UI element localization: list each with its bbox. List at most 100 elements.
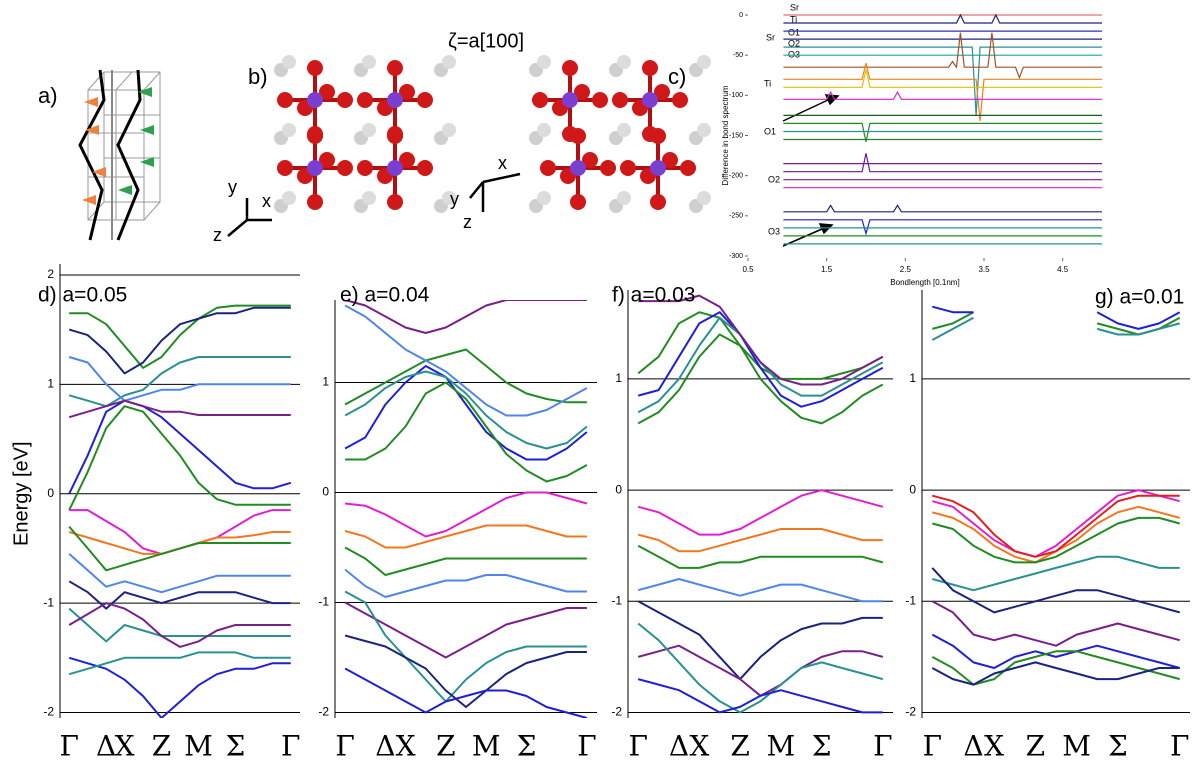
- band-line: [932, 305, 1181, 330]
- x-tick-label: M: [472, 730, 501, 763]
- x-tick-label: Γ: [1170, 730, 1189, 763]
- x-tick-label: Γ: [60, 730, 79, 763]
- strontium-atom: [537, 191, 551, 205]
- band-line: [68, 656, 291, 718]
- y-tick-label: -250: [729, 213, 743, 220]
- chain-line: [116, 69, 142, 241]
- arrow-head: [818, 223, 834, 235]
- oxygen-atom: [662, 152, 678, 168]
- x-tick-label: Z: [1026, 730, 1045, 763]
- x-tick-label: Δ: [375, 730, 395, 763]
- oxygen-atom: [307, 60, 323, 76]
- oxygen-atom: [337, 92, 353, 108]
- spectrum-line: [783, 63, 1102, 122]
- band-line: [637, 528, 883, 553]
- x-tick-label: Σ: [1108, 730, 1128, 763]
- spectrum-line: [783, 122, 1102, 143]
- band-line: [932, 555, 1180, 592]
- x-tick-label: Γ: [335, 730, 354, 763]
- y-tick-label: -200: [729, 173, 743, 180]
- x-tick-label: 1.5: [821, 265, 833, 274]
- band-line: [345, 381, 588, 483]
- band-line: [637, 333, 884, 425]
- axis-letter: x: [498, 153, 507, 173]
- x-tick-label: M: [184, 730, 213, 763]
- strontium-atom: [617, 55, 631, 69]
- x-tick-label: Γ: [923, 730, 942, 763]
- band-line: [344, 491, 588, 538]
- oxygen-atom: [620, 160, 636, 176]
- strontium-atom: [362, 191, 376, 205]
- band-line: [637, 622, 884, 714]
- strontium-atom: [697, 55, 711, 69]
- oxygen-atom: [562, 60, 578, 76]
- oxygen-atom: [642, 60, 658, 76]
- x-tick-label: X: [984, 730, 1004, 763]
- oxygen-atom: [417, 160, 433, 176]
- panel-label: a): [38, 83, 58, 108]
- strontium-atom: [617, 191, 631, 205]
- y-tick-label: 1: [47, 377, 54, 391]
- y-tick-label: 0: [909, 482, 916, 496]
- strontium-atom: [697, 191, 711, 205]
- axes-left: [227, 198, 272, 237]
- oxygen-atom: [650, 128, 666, 144]
- strontium-atom: [537, 55, 551, 69]
- band-line: [344, 568, 587, 598]
- band-line: [68, 356, 291, 408]
- band-line: [344, 601, 587, 659]
- x-tick-label: Γ: [281, 730, 300, 763]
- band-line: [932, 505, 1180, 564]
- band-line: [931, 600, 1180, 647]
- y-tick-label: -1: [611, 593, 622, 607]
- element-label: O2: [788, 38, 800, 48]
- x-tick-label: Δ: [669, 730, 689, 763]
- y-tick-label: -2: [43, 705, 54, 719]
- arrow-orange: [92, 167, 106, 177]
- band-line: [637, 578, 883, 603]
- band-line: [344, 546, 587, 576]
- x-tick-label: Z: [152, 730, 171, 763]
- oxygen-atom: [672, 92, 688, 108]
- arrow-orange: [82, 195, 96, 205]
- x-tick-label: Σ: [812, 730, 832, 763]
- bands: [637, 294, 884, 714]
- oxygen-atom: [319, 84, 335, 100]
- y-tick-label: 1: [615, 371, 622, 385]
- y-tick-label: 1: [909, 371, 916, 385]
- band-line: [68, 405, 291, 511]
- band-line: [68, 553, 291, 594]
- band-line: [931, 633, 1180, 669]
- band-line: [932, 516, 1180, 564]
- band-line: [68, 580, 291, 610]
- x-tick-label: Γ: [628, 730, 647, 763]
- x-tick-label: M: [767, 730, 796, 763]
- oxygen-atom: [319, 152, 335, 168]
- x-tick-label: 0.5: [742, 265, 754, 274]
- y-tick-label: -150: [729, 132, 743, 139]
- y-tick-label: -1: [43, 595, 54, 609]
- titanium-atom: [650, 160, 666, 176]
- band-line: [344, 524, 587, 549]
- strontium-atom: [442, 191, 456, 205]
- x-tick-label: X: [689, 730, 709, 763]
- y-tick-label: 0: [739, 12, 743, 19]
- y-tick-label: 0: [322, 485, 329, 499]
- cube-edge: [115, 71, 133, 91]
- element-label: Sr: [790, 2, 799, 12]
- band-line: [68, 525, 291, 572]
- arrow-orange: [84, 97, 98, 107]
- arrow-green: [140, 157, 154, 167]
- x-tick-label: 4.5: [1057, 265, 1069, 274]
- strontium-atom: [697, 123, 711, 137]
- band-line: [68, 602, 291, 648]
- band-line: [68, 356, 291, 402]
- chart-title: d) a=0.05: [38, 284, 127, 307]
- spectrum-line: [783, 204, 1102, 213]
- oxygen-atom: [600, 160, 616, 176]
- oxygen-atom: [307, 194, 323, 210]
- y-tick-label: 0: [47, 486, 54, 500]
- element-label: O2: [768, 174, 780, 184]
- oxygen-atom: [532, 92, 548, 108]
- band-line: [637, 311, 884, 408]
